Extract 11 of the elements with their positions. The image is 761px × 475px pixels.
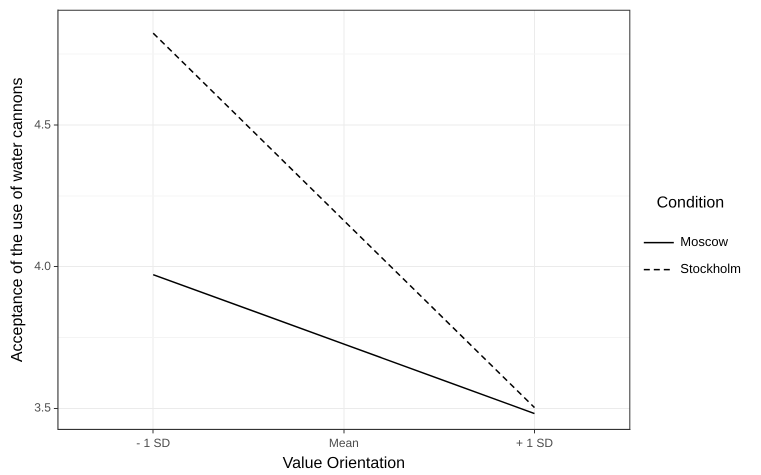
y-axis-title: Acceptance of the use of water cannons	[9, 77, 26, 362]
legend-label: Moscow	[680, 234, 729, 250]
y-tick-label: 4.0	[34, 259, 52, 274]
y-tick-label: 3.5	[34, 400, 52, 415]
x-tick-label: Mean	[328, 436, 359, 450]
x-tick-label: + 1 SD	[516, 436, 554, 450]
legend-label: Stockholm	[680, 261, 742, 276]
x-axis-title: Value Orientation	[282, 454, 406, 472]
y-tick-label: 4.5	[34, 117, 52, 132]
x-tick-label: - 1 SD	[136, 436, 171, 450]
legend-title: Condition	[656, 194, 724, 212]
